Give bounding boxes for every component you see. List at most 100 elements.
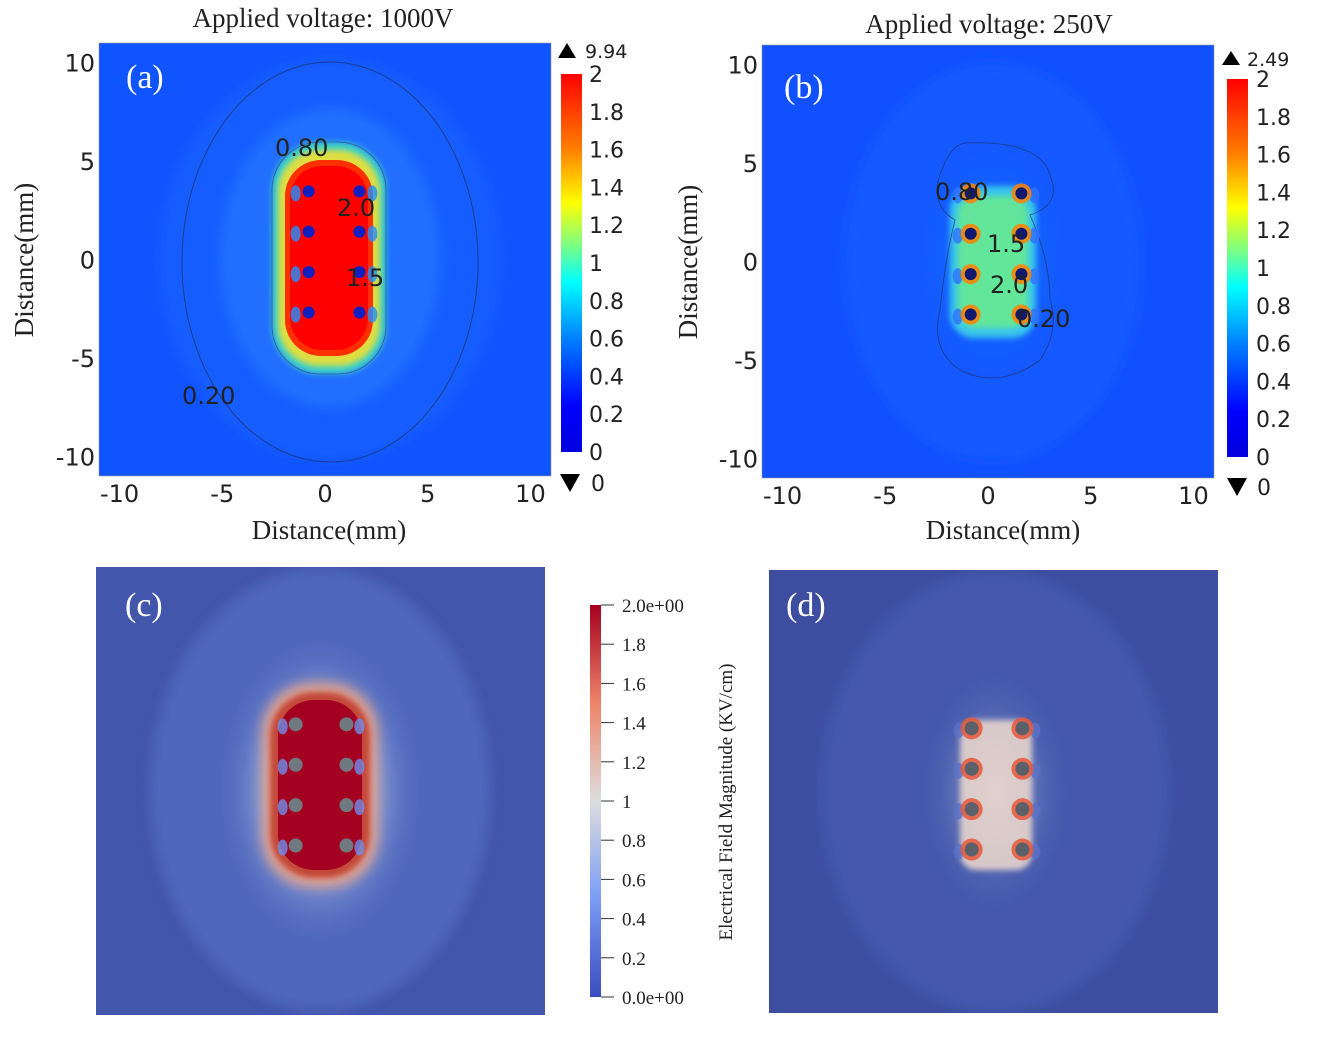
panel-b-heatmap: 0.80 1.5 2.0 0.20 bbox=[762, 45, 1214, 478]
electrode-point bbox=[339, 838, 354, 853]
colorbar-tick-label: 1.2 bbox=[622, 753, 646, 774]
panel-b: Applied voltage: 250V 0.80 1.5 2.0 0.20 … bbox=[673, 9, 1291, 545]
panel-a-contour-label: 1.5 bbox=[346, 264, 384, 292]
y-tick-label: 10 bbox=[64, 50, 95, 78]
electrode-point bbox=[288, 838, 303, 853]
panel-a-y-axis: 10 5 0 -5 -10 bbox=[56, 50, 95, 472]
panel-b-ylabel: Distance(mm) bbox=[673, 185, 703, 339]
x-tick-label: 5 bbox=[420, 480, 435, 508]
panel-a-colorbar-min-arrow bbox=[560, 474, 580, 492]
panel-b-electrodes bbox=[952, 183, 1040, 325]
colorbar-tick-label: 1 bbox=[1256, 257, 1270, 282]
x-tick-label: 5 bbox=[1083, 482, 1098, 510]
x-tick-label: -10 bbox=[763, 482, 802, 510]
panel-c-colorbar-gradient bbox=[590, 605, 601, 997]
x-tick-label: 0 bbox=[317, 480, 332, 508]
panel-a-xlabel: Distance(mm) bbox=[252, 515, 406, 545]
panel-b-title: Applied voltage: 250V bbox=[865, 9, 1113, 39]
field-notch bbox=[277, 839, 288, 856]
panel-c-heatmap bbox=[96, 567, 545, 1015]
field-notch bbox=[290, 225, 301, 242]
electrode-point bbox=[339, 798, 354, 813]
field-notch bbox=[290, 306, 301, 323]
panel-b-frame bbox=[761, 44, 1215, 479]
colorbar-tick-label: 0.4 bbox=[589, 365, 624, 390]
panel-c-colorbar: 2.0e+001.81.61.41.210.80.60.40.20.0e+00 … bbox=[590, 596, 737, 1009]
electrode-point bbox=[1015, 227, 1028, 240]
colorbar-tick-label: 1.2 bbox=[1256, 219, 1291, 244]
electrode-point bbox=[288, 717, 303, 732]
electrode-point bbox=[964, 721, 979, 736]
electrode-point bbox=[302, 185, 315, 198]
panel-a-colorbar-max: 9.94 bbox=[585, 41, 627, 63]
electrode-point bbox=[964, 308, 977, 321]
colorbar-tick-label: 0.2 bbox=[1256, 408, 1291, 433]
y-tick-label: 5 bbox=[80, 148, 95, 176]
field-notch bbox=[952, 187, 963, 204]
x-tick-label: 10 bbox=[515, 480, 546, 508]
panel-d-label: (d) bbox=[786, 587, 826, 624]
colorbar-tick-label: 2 bbox=[1256, 68, 1270, 93]
colorbar-tick-label: 0.0e+00 bbox=[622, 988, 684, 1009]
x-tick-label: -5 bbox=[210, 480, 234, 508]
colorbar-tick-label: 1.2 bbox=[589, 214, 624, 239]
field-notch bbox=[290, 266, 301, 283]
colorbar-tick-label: 1.8 bbox=[622, 635, 646, 656]
electrode-point bbox=[1015, 761, 1030, 776]
panel-a-ylabel: Distance(mm) bbox=[9, 183, 39, 337]
panel-d-heatmap bbox=[769, 570, 1218, 1013]
colorbar-tick-label: 1.8 bbox=[589, 101, 624, 126]
electrode-point bbox=[302, 266, 315, 279]
colorbar-tick-label: 0 bbox=[589, 441, 603, 466]
electrode-point bbox=[964, 268, 977, 281]
panel-b-xlabel: Distance(mm) bbox=[926, 515, 1080, 545]
panel-b-colorbar-min: 0 bbox=[1257, 476, 1271, 501]
panel-b-colorbar-max-arrow bbox=[1222, 51, 1240, 65]
field-notch bbox=[1029, 187, 1040, 204]
panel-b-contour-label: 1.5 bbox=[987, 230, 1025, 258]
electrode-point bbox=[1015, 842, 1030, 857]
panel-d: (d) bbox=[769, 570, 1218, 1013]
colorbar-tick-label: 1.6 bbox=[589, 139, 624, 164]
panel-c-electrodes bbox=[277, 717, 365, 856]
colorbar-tick-label: 1.4 bbox=[1256, 181, 1291, 206]
colorbar-tick-label: 0.8 bbox=[622, 831, 646, 852]
panel-a-colorbar-gradient bbox=[561, 74, 582, 452]
electrode-point bbox=[288, 757, 303, 772]
panel-b-x-axis: -10 -5 0 5 10 bbox=[763, 482, 1209, 510]
electrode-point bbox=[353, 306, 366, 319]
field-notch bbox=[367, 266, 378, 283]
electrode-point bbox=[964, 187, 977, 200]
field-notch bbox=[1029, 268, 1040, 285]
field-notch bbox=[277, 758, 288, 775]
panel-b-contour-label: 0.20 bbox=[1017, 305, 1070, 333]
y-tick-label: -10 bbox=[56, 443, 95, 471]
panel-a-colorbar: 9.94 0 2 1.8 1.6 1.4 1.2 1 0.8 0.6 0.4 0.2 0 bbox=[558, 41, 627, 497]
colorbar-tick-label: 0.2 bbox=[622, 949, 646, 970]
colorbar-tick-label: 0.4 bbox=[622, 910, 646, 931]
field-notch bbox=[367, 225, 378, 242]
panel-b-colorbar-min-arrow bbox=[1227, 478, 1247, 496]
field-notch bbox=[354, 839, 365, 856]
panel-a-heatmap: 0.80 2.0 1.5 0.20 bbox=[99, 43, 551, 476]
field-notch bbox=[1029, 227, 1040, 244]
field-notch bbox=[367, 306, 378, 323]
field-notch bbox=[952, 268, 963, 285]
panel-a-frame bbox=[98, 42, 552, 477]
electrode-point bbox=[964, 761, 979, 776]
panel-a-contour-label: 0.20 bbox=[182, 382, 235, 410]
field-notch bbox=[290, 185, 301, 202]
panel-b-contour-label: 2.0 bbox=[990, 271, 1028, 299]
colorbar-tick-label: 2 bbox=[589, 63, 603, 88]
electrode-point bbox=[339, 757, 354, 772]
panel-a-label: (a) bbox=[126, 59, 164, 96]
panel-d-electrodes bbox=[953, 717, 1041, 861]
field-notch bbox=[1029, 308, 1040, 325]
electrode-point bbox=[1015, 268, 1028, 281]
electrode-point bbox=[964, 227, 977, 240]
panel-a-electrodes bbox=[290, 185, 378, 323]
y-tick-label: 0 bbox=[80, 247, 95, 275]
colorbar-tick-label: 1.6 bbox=[1256, 144, 1291, 169]
panel-b-colorbar-gradient bbox=[1227, 79, 1248, 457]
panel-c: (c) 2.0e+00 1.8 1.6 1.4 1.2 1 0.8 0.6 0.4 0.2 0.0e… bbox=[96, 567, 737, 1015]
